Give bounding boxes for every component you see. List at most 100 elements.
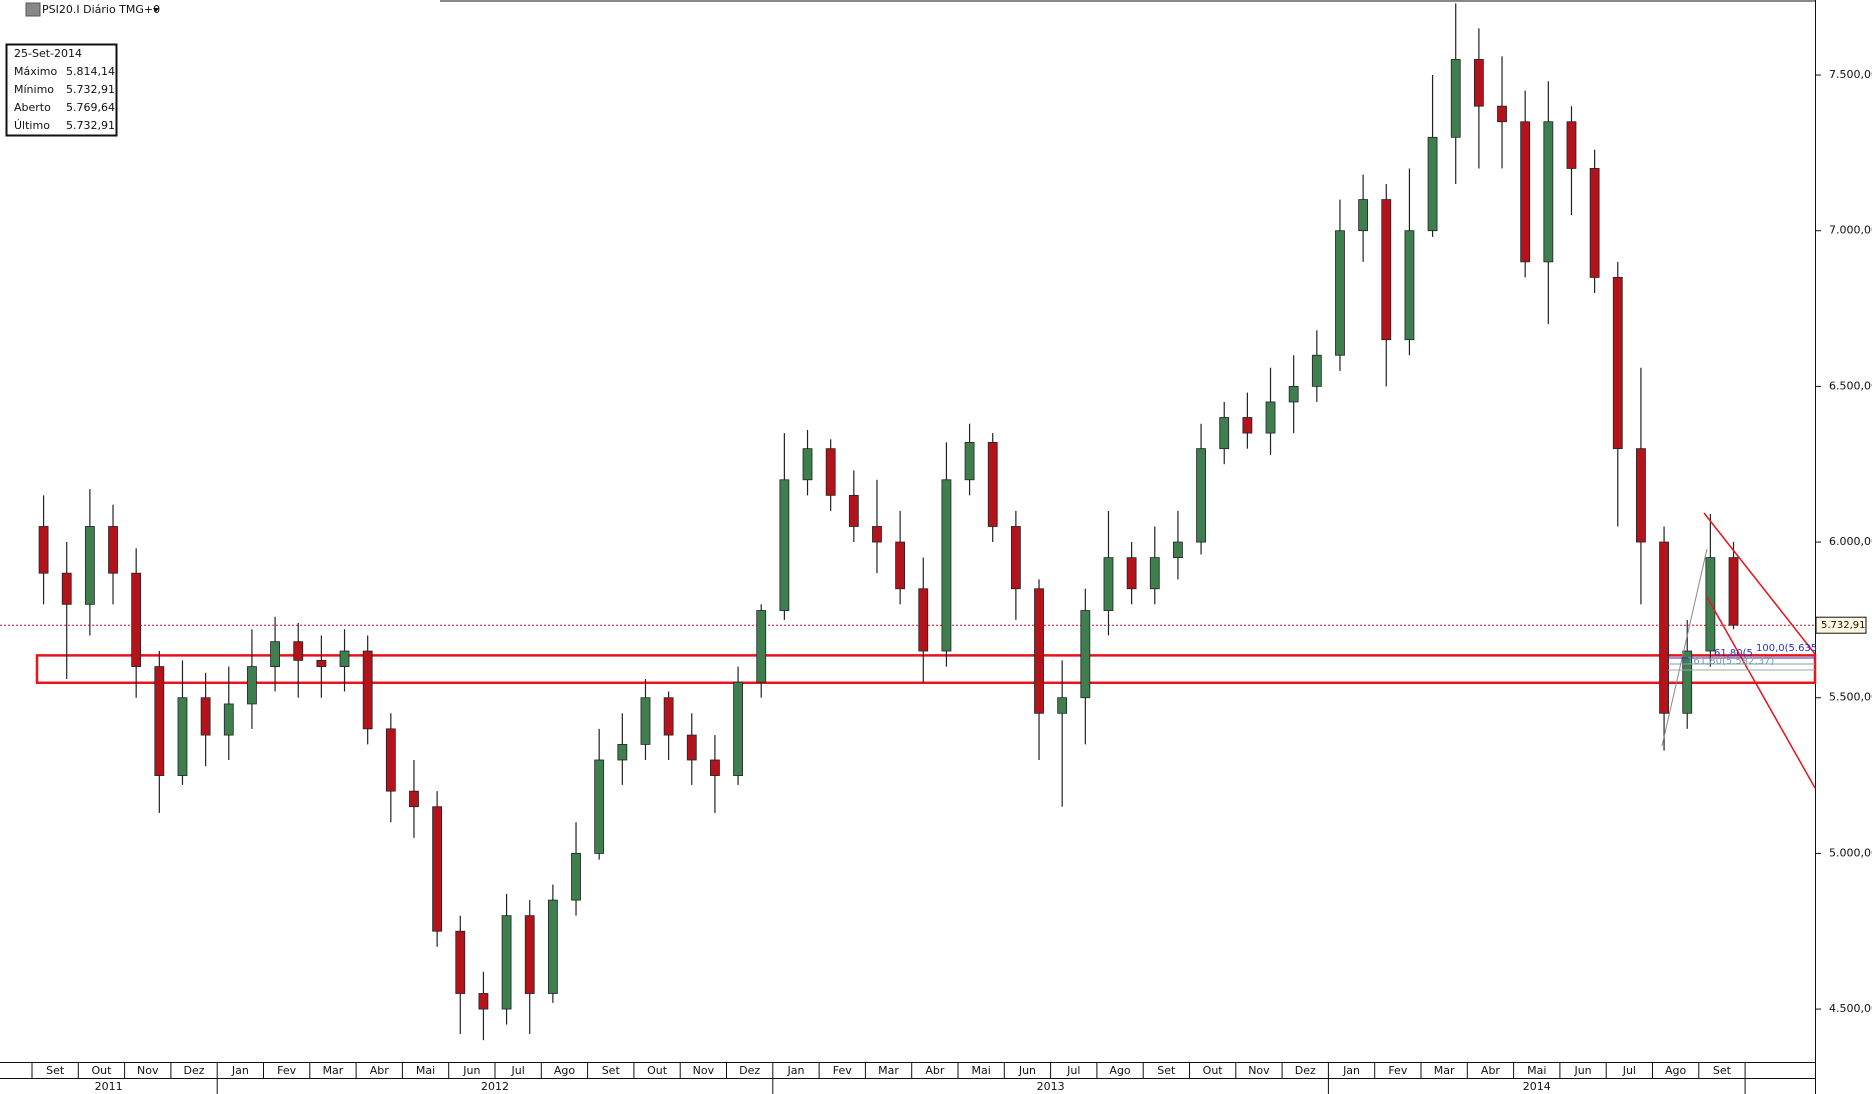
candle-body — [1450, 59, 1461, 138]
candle-body — [1612, 277, 1623, 450]
candle-body — [987, 442, 998, 527]
candle-body — [1381, 199, 1392, 341]
last-price-box — [1815, 616, 1867, 634]
year-label: 2014 — [1523, 1080, 1551, 1093]
candle-body — [200, 697, 211, 736]
drawings: 100,0(5.635 61,80(5 161,80(5.582,37) — [1661, 512, 1817, 789]
x-tick-label: Nov — [1248, 1064, 1270, 1077]
candle-body — [1659, 541, 1669, 714]
candle-body — [1589, 168, 1600, 278]
candle-body — [1149, 557, 1160, 590]
info-value: 5.769,64 — [66, 101, 115, 114]
info-box: 25-Set-2014 Máximo 5.814,14 Mínimo 5.732… — [5, 43, 118, 137]
candle-body — [1404, 230, 1415, 341]
info-date: 25-Set-2014 — [14, 47, 82, 60]
x-tick-label: Set — [46, 1064, 65, 1077]
candle-body — [524, 915, 535, 994]
x-tick-label: Jun — [462, 1064, 480, 1077]
candle-body — [1636, 448, 1646, 543]
trend-line[interactable] — [1706, 596, 1816, 789]
y-tick-label: 5.500,00 — [1829, 691, 1872, 704]
candle-body — [270, 641, 280, 667]
x-tick-label: Out — [647, 1064, 668, 1077]
candle-body — [617, 744, 628, 761]
x-tick-label: Mar — [878, 1064, 899, 1077]
year-label: 2011 — [95, 1080, 123, 1093]
candle-body — [872, 526, 882, 543]
candle-body — [362, 650, 373, 730]
candle-body — [293, 641, 304, 661]
candle-body — [779, 479, 790, 611]
candle-body — [1682, 650, 1693, 714]
fib-label: 61,80(5 — [1714, 648, 1753, 659]
candle-body — [316, 659, 327, 667]
x-tick-label: Set — [1713, 1064, 1732, 1077]
candle-body — [84, 526, 95, 605]
dropdown-arrow[interactable] — [153, 8, 159, 12]
candle-body — [1173, 541, 1183, 559]
x-tick-label: Jun — [1573, 1064, 1591, 1077]
trend-line[interactable] — [1703, 512, 1816, 655]
candle-body — [918, 588, 929, 652]
info-label: Último — [14, 119, 50, 132]
x-tick-label: Jun — [1018, 1064, 1036, 1077]
candle-body — [432, 806, 443, 932]
info-value: 5.814,14 — [66, 65, 115, 78]
x-tick-label: Mai — [416, 1064, 435, 1077]
x-tick-label: Mai — [1527, 1064, 1546, 1077]
fib-label: 161,80(5.582,37) — [1687, 656, 1774, 667]
candle-body — [547, 899, 558, 994]
info-value: 5.732,91 — [66, 119, 115, 132]
x-tick-label: Abr — [925, 1064, 945, 1077]
y-tick-label: 5.000,00 — [1829, 846, 1872, 859]
candle-body — [1728, 557, 1739, 626]
info-label: Máximo — [14, 65, 58, 78]
candle-body — [1358, 199, 1369, 232]
x-tick-label: Nov — [137, 1064, 159, 1077]
x-tick-label: Set — [602, 1064, 621, 1077]
x-tick-label: Mar — [1434, 1064, 1455, 1077]
candle-body — [339, 650, 350, 667]
last-price-label: 5.732,91 — [1821, 620, 1866, 631]
candle-body — [941, 479, 952, 652]
candle-body — [964, 442, 975, 481]
x-tick-label: Out — [91, 1064, 112, 1077]
candle-body — [756, 610, 767, 683]
info-label: Aberto — [14, 101, 51, 114]
candle-body — [223, 703, 234, 736]
support-zone[interactable] — [35, 654, 1817, 685]
info-label: Mínimo — [14, 83, 54, 96]
candle-body — [154, 666, 165, 776]
candle-body — [1242, 417, 1253, 434]
candle-body — [1427, 136, 1438, 232]
candle-body — [1288, 385, 1299, 403]
info-value: 5.732,91 — [66, 83, 115, 96]
x-tick-label: Jan — [786, 1064, 804, 1077]
x-tick-label: Abr — [1481, 1064, 1501, 1077]
candle-body — [663, 697, 674, 736]
candle-body — [1335, 230, 1345, 356]
candle-body — [1080, 610, 1091, 699]
x-tick-label: Mai — [972, 1064, 991, 1077]
candle-body — [1103, 557, 1114, 611]
candle-body — [1566, 121, 1577, 169]
x-tick-label: Jul — [1622, 1064, 1636, 1077]
fib-line[interactable] — [1661, 548, 1708, 747]
candle-body — [1126, 557, 1137, 590]
candle-body — [1520, 121, 1531, 263]
candle-body — [733, 681, 743, 776]
y-tick-label: 6.000,00 — [1829, 535, 1872, 548]
x-tick-label: Out — [1203, 1064, 1224, 1077]
candle-body — [247, 666, 257, 705]
x-tick-label: Nov — [693, 1064, 715, 1077]
x-tick-label: Abr — [370, 1064, 390, 1077]
candle-body — [1219, 417, 1230, 450]
candle-body — [501, 915, 512, 1010]
symbol-icon[interactable] — [25, 2, 41, 17]
chart-title[interactable]: PSI20.I Diário TMG+0 — [42, 3, 160, 16]
y-tick-label: 7.500,00 — [1829, 68, 1872, 81]
x-tick-label: Fev — [1388, 1064, 1407, 1077]
